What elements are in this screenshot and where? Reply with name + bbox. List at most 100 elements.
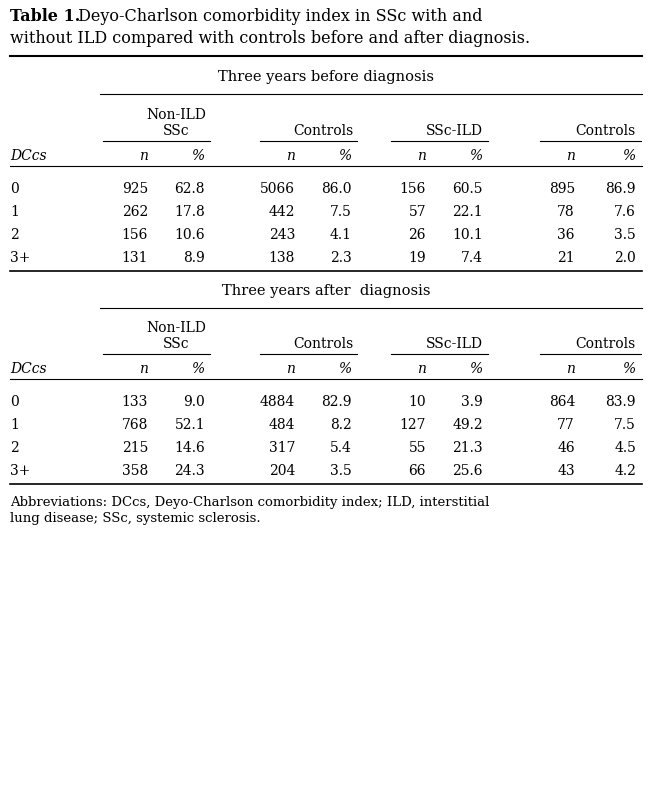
Text: 0: 0 xyxy=(10,182,19,196)
Text: 46: 46 xyxy=(557,441,575,455)
Text: 7.4: 7.4 xyxy=(461,251,483,265)
Text: 1: 1 xyxy=(10,205,19,219)
Text: 57: 57 xyxy=(408,205,426,219)
Text: Non-ILD: Non-ILD xyxy=(147,108,207,122)
Text: 138: 138 xyxy=(269,251,295,265)
Text: 21: 21 xyxy=(557,251,575,265)
Text: 3+: 3+ xyxy=(10,251,31,265)
Text: 3+: 3+ xyxy=(10,464,31,478)
Text: 2: 2 xyxy=(10,441,19,455)
Text: Controls: Controls xyxy=(575,124,636,138)
Text: 77: 77 xyxy=(557,418,575,432)
Text: 8.2: 8.2 xyxy=(331,418,352,432)
Text: 55: 55 xyxy=(409,441,426,455)
Text: 215: 215 xyxy=(122,441,148,455)
Text: 25.6: 25.6 xyxy=(452,464,483,478)
Text: 86.9: 86.9 xyxy=(606,182,636,196)
Text: 3.5: 3.5 xyxy=(614,228,636,242)
Text: %: % xyxy=(470,362,483,376)
Text: 768: 768 xyxy=(122,418,148,432)
Text: Deyo-Charlson comorbidity index in SSc with and: Deyo-Charlson comorbidity index in SSc w… xyxy=(73,8,482,25)
Text: 484: 484 xyxy=(269,418,295,432)
Text: n: n xyxy=(417,149,426,163)
Text: 156: 156 xyxy=(400,182,426,196)
Text: 36: 36 xyxy=(557,228,575,242)
Text: 86.0: 86.0 xyxy=(321,182,352,196)
Text: 358: 358 xyxy=(122,464,148,478)
Text: 2.0: 2.0 xyxy=(614,251,636,265)
Text: 78: 78 xyxy=(557,205,575,219)
Text: 133: 133 xyxy=(122,395,148,409)
Text: 4.1: 4.1 xyxy=(330,228,352,242)
Text: SSc: SSc xyxy=(163,337,190,351)
Text: 9.0: 9.0 xyxy=(183,395,205,409)
Text: 2.3: 2.3 xyxy=(331,251,352,265)
Text: %: % xyxy=(623,149,636,163)
Text: 7.6: 7.6 xyxy=(614,205,636,219)
Text: 24.3: 24.3 xyxy=(174,464,205,478)
Text: 1: 1 xyxy=(10,418,19,432)
Text: 262: 262 xyxy=(122,205,148,219)
Text: n: n xyxy=(286,362,295,376)
Text: 10: 10 xyxy=(408,395,426,409)
Text: n: n xyxy=(286,149,295,163)
Text: n: n xyxy=(566,149,575,163)
Text: 14.6: 14.6 xyxy=(174,441,205,455)
Text: 62.8: 62.8 xyxy=(175,182,205,196)
Text: 131: 131 xyxy=(121,251,148,265)
Text: 5.4: 5.4 xyxy=(330,441,352,455)
Text: 204: 204 xyxy=(269,464,295,478)
Text: 156: 156 xyxy=(122,228,148,242)
Text: 22.1: 22.1 xyxy=(452,205,483,219)
Text: %: % xyxy=(192,362,205,376)
Text: 83.9: 83.9 xyxy=(606,395,636,409)
Text: 10.6: 10.6 xyxy=(174,228,205,242)
Text: without ILD compared with controls before and after diagnosis.: without ILD compared with controls befor… xyxy=(10,30,530,47)
Text: 0: 0 xyxy=(10,395,19,409)
Text: 10.1: 10.1 xyxy=(452,228,483,242)
Text: Table 1.: Table 1. xyxy=(10,8,80,25)
Text: %: % xyxy=(192,149,205,163)
Text: Abbreviations: DCcs, Deyo-Charlson comorbidity index; ILD, interstitial: Abbreviations: DCcs, Deyo-Charlson comor… xyxy=(10,496,490,509)
Text: SSc: SSc xyxy=(163,124,190,138)
Text: 17.8: 17.8 xyxy=(174,205,205,219)
Text: 7.5: 7.5 xyxy=(330,205,352,219)
Text: 43: 43 xyxy=(557,464,575,478)
Text: n: n xyxy=(566,362,575,376)
Text: 66: 66 xyxy=(409,464,426,478)
Text: Controls: Controls xyxy=(293,337,353,351)
Text: 19: 19 xyxy=(408,251,426,265)
Text: 60.5: 60.5 xyxy=(452,182,483,196)
Text: n: n xyxy=(139,362,148,376)
Text: 4884: 4884 xyxy=(259,395,295,409)
Text: %: % xyxy=(339,362,352,376)
Text: Non-ILD: Non-ILD xyxy=(147,321,207,335)
Text: Controls: Controls xyxy=(575,337,636,351)
Text: n: n xyxy=(139,149,148,163)
Text: 895: 895 xyxy=(549,182,575,196)
Text: 864: 864 xyxy=(548,395,575,409)
Text: 2: 2 xyxy=(10,228,19,242)
Text: 317: 317 xyxy=(269,441,295,455)
Text: 3.9: 3.9 xyxy=(461,395,483,409)
Text: 5066: 5066 xyxy=(260,182,295,196)
Text: 82.9: 82.9 xyxy=(321,395,352,409)
Text: 442: 442 xyxy=(269,205,295,219)
Text: 7.5: 7.5 xyxy=(614,418,636,432)
Text: 3.5: 3.5 xyxy=(331,464,352,478)
Text: 4.2: 4.2 xyxy=(614,464,636,478)
Text: DCcs: DCcs xyxy=(10,149,47,163)
Text: 8.9: 8.9 xyxy=(183,251,205,265)
Text: 21.3: 21.3 xyxy=(452,441,483,455)
Text: n: n xyxy=(417,362,426,376)
Text: 127: 127 xyxy=(400,418,426,432)
Text: 26: 26 xyxy=(409,228,426,242)
Text: Three years after  diagnosis: Three years after diagnosis xyxy=(222,284,430,298)
Text: SSc-ILD: SSc-ILD xyxy=(426,124,483,138)
Text: %: % xyxy=(623,362,636,376)
Text: 243: 243 xyxy=(269,228,295,242)
Text: 49.2: 49.2 xyxy=(452,418,483,432)
Text: Controls: Controls xyxy=(293,124,353,138)
Text: Three years before diagnosis: Three years before diagnosis xyxy=(218,70,434,84)
Text: SSc-ILD: SSc-ILD xyxy=(426,337,483,351)
